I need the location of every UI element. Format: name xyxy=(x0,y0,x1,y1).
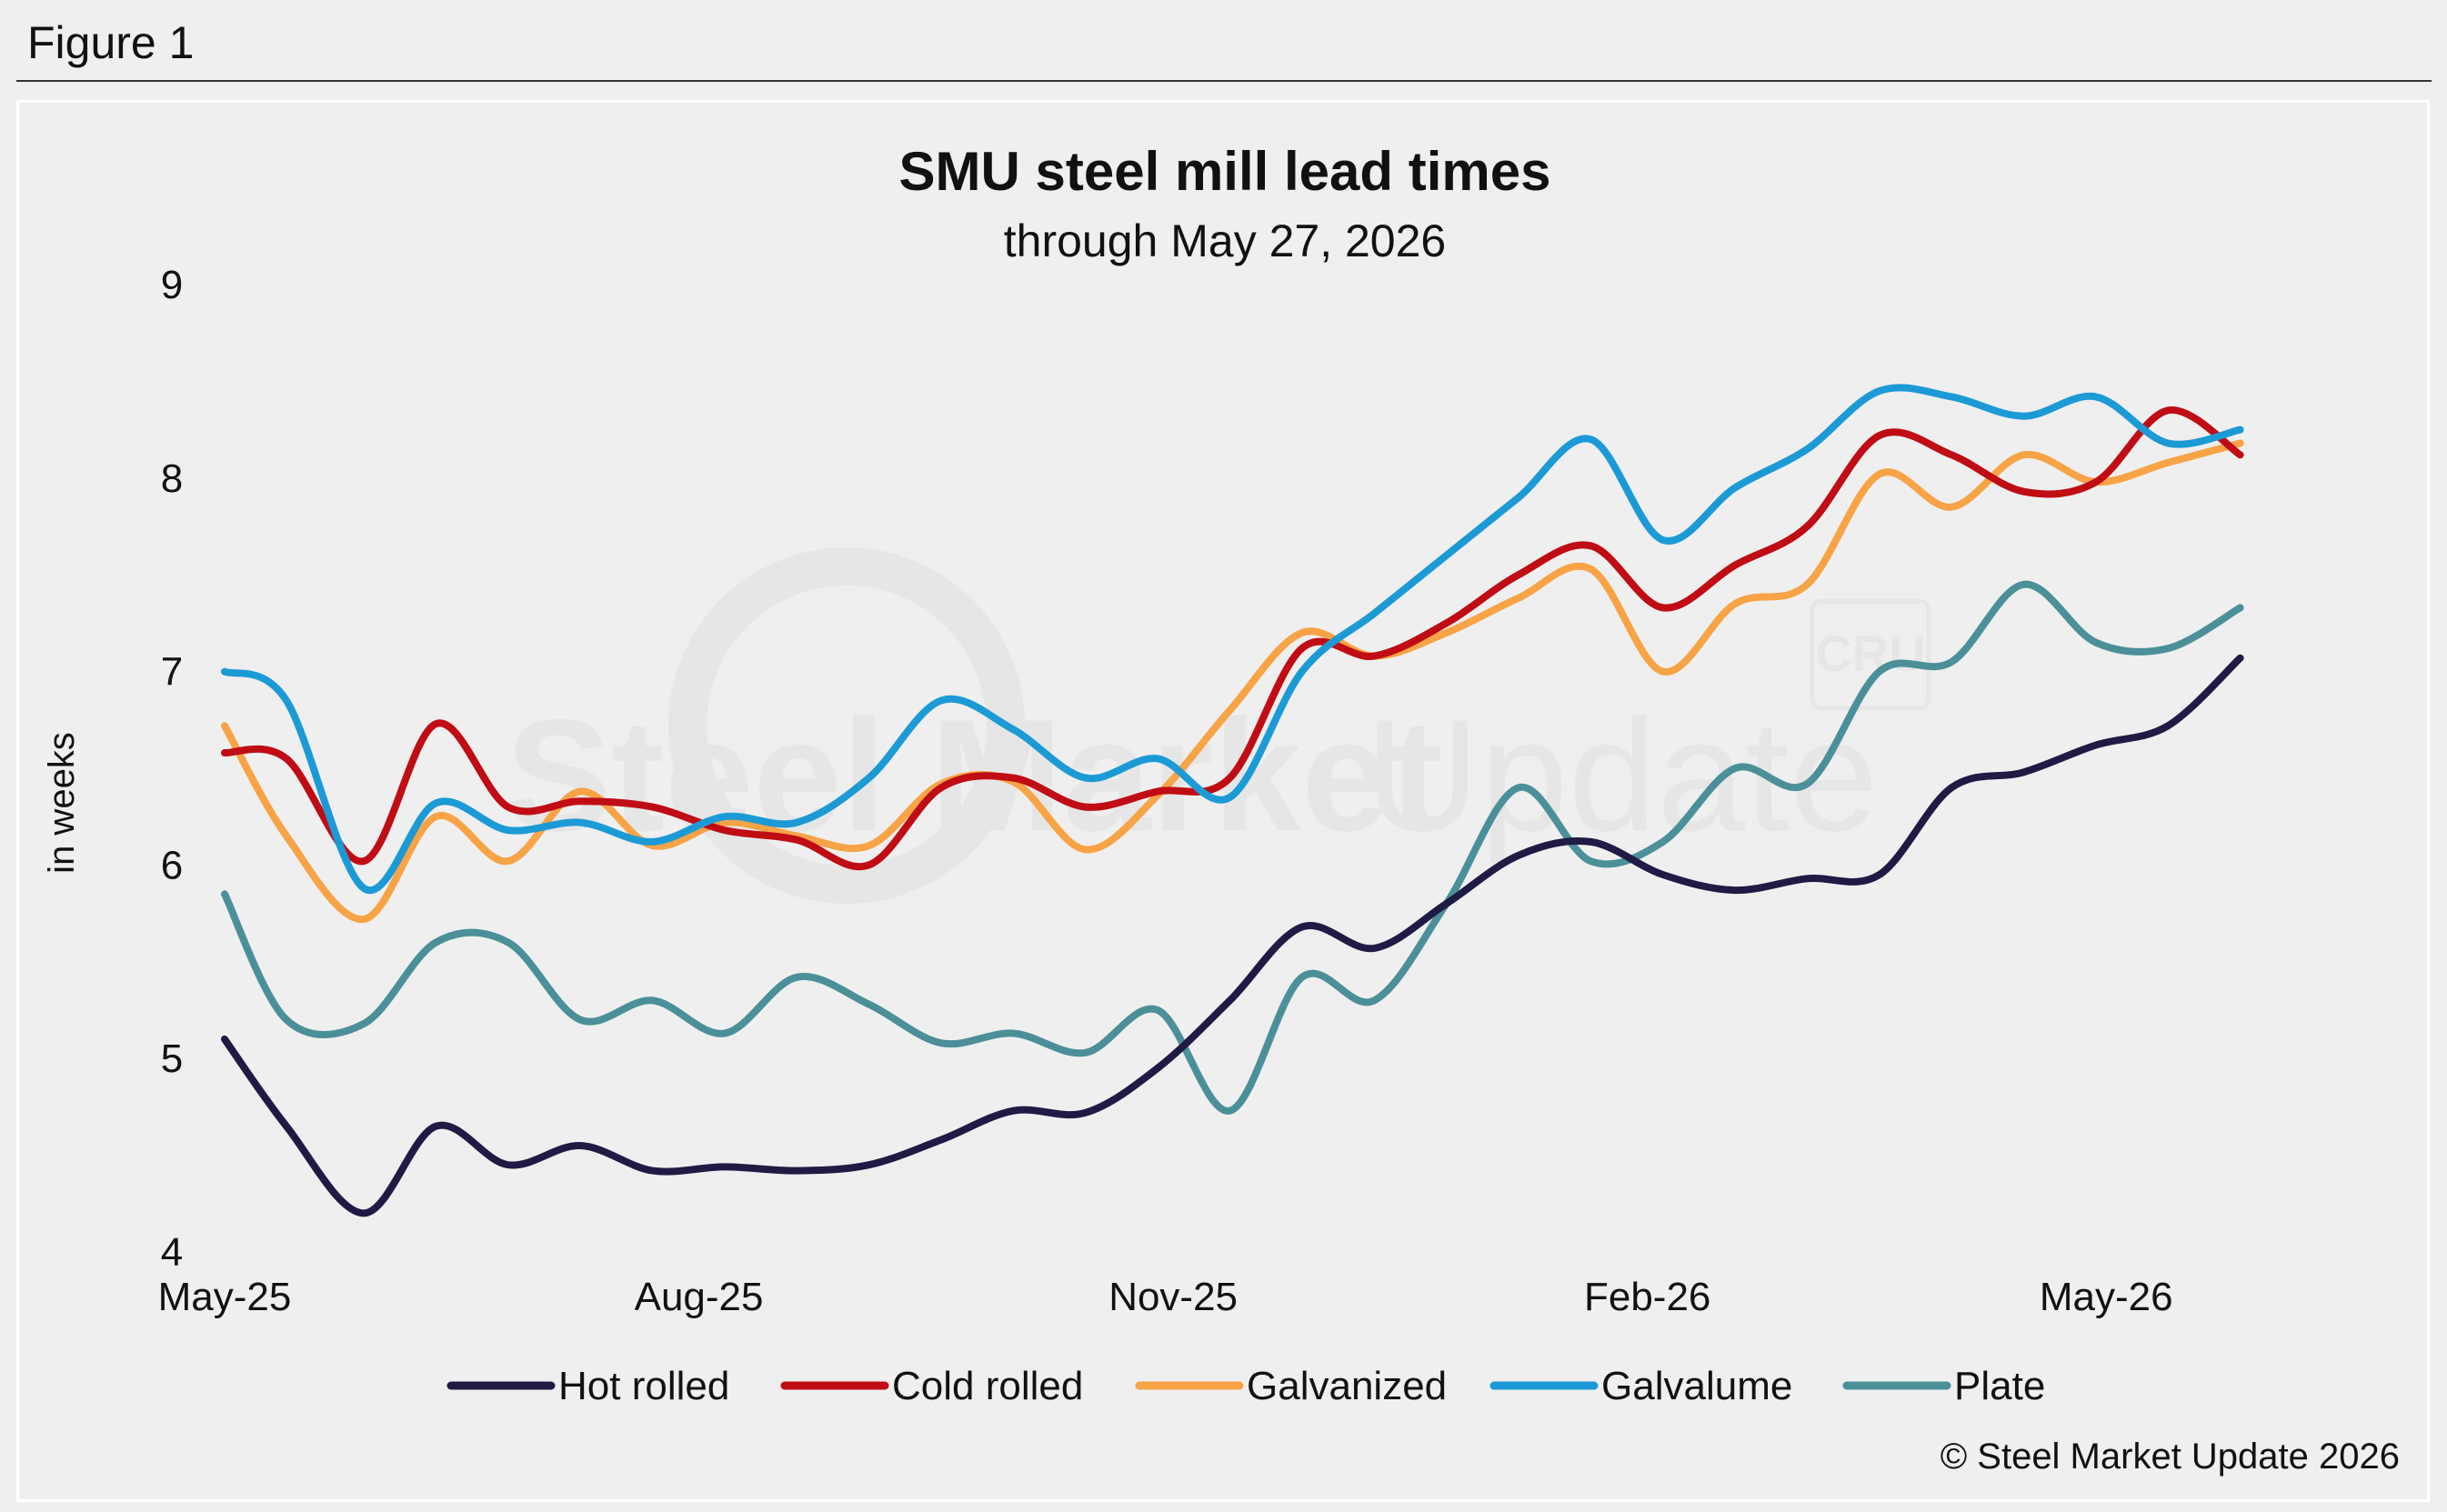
y-tick-label: 6 xyxy=(161,843,183,887)
copyright-credit: © Steel Market Update 2026 xyxy=(1941,1437,2400,1477)
y-axis-ticks: 4 5 6 7 8 9 xyxy=(161,263,183,1275)
series-lines xyxy=(221,384,2244,1217)
y-tick-label: 5 xyxy=(161,1036,183,1081)
watermark-brand-light: Update xyxy=(1365,687,1878,865)
watermark: Steel Market Update CRU xyxy=(506,547,1931,904)
chart-title: SMU steel mill lead times xyxy=(899,141,1551,202)
header-divider xyxy=(16,80,2432,82)
legend-label-galvalume: Galvalume xyxy=(1601,1364,1792,1408)
series-line-galvalume xyxy=(221,384,2244,895)
series-line-hot-rolled xyxy=(221,654,2244,1217)
legend: Hot rolled Cold rolled Galvanized Galvalume… xyxy=(446,1364,2045,1408)
y-tick-label: 8 xyxy=(161,456,183,501)
legend-label-plate: Plate xyxy=(1954,1364,2045,1408)
watermark-cru-box xyxy=(1810,598,1931,711)
x-tick-label: Feb-26 xyxy=(1584,1275,1710,1319)
watermark-cru-mark: CRU xyxy=(1815,625,1925,682)
series-line-plate xyxy=(221,580,2244,1115)
y-tick-label: 9 xyxy=(161,263,183,307)
series-line-cold-rolled xyxy=(221,406,2244,871)
x-tick-label: May-26 xyxy=(2040,1275,2173,1319)
legend-label-cold-rolled: Cold rolled xyxy=(892,1364,1083,1408)
legend-label-hot-rolled: Hot rolled xyxy=(558,1364,729,1408)
chart-panel: Steel Market Update CRU SMU steel mill l… xyxy=(16,100,2430,1502)
x-tick-label: May-25 xyxy=(158,1275,292,1319)
x-tick-label: Aug-25 xyxy=(635,1275,764,1319)
x-tick-label: Nov-25 xyxy=(1108,1275,1238,1319)
figure-label: Figure 1 xyxy=(27,17,195,68)
y-axis-label: in weeks xyxy=(42,732,82,874)
series-line-galvanized xyxy=(221,439,2244,924)
chart-subtitle: through May 27, 2026 xyxy=(1004,215,1446,266)
y-tick-label: 4 xyxy=(161,1230,183,1275)
y-tick-label: 7 xyxy=(161,650,183,695)
line-chart: Steel Market Update CRU SMU steel mill l… xyxy=(42,141,2400,1477)
legend-label-galvanized: Galvanized xyxy=(1247,1364,1447,1408)
x-axis-ticks: May-25 Aug-25 Nov-25 Feb-26 May-26 xyxy=(158,1275,2173,1319)
